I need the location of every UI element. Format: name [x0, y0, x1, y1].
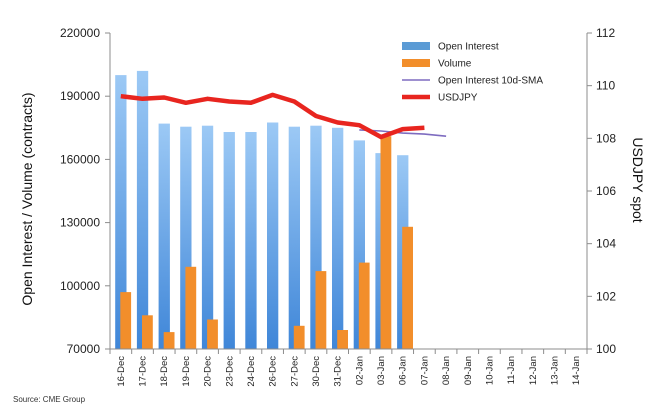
y-tick-label: 100000 — [60, 279, 100, 293]
series-lines — [120, 92, 447, 140]
y2-tick-label: 104 — [596, 237, 616, 251]
y2-tick-label: 110 — [596, 79, 615, 93]
open-interest-bar — [180, 126, 192, 349]
x-tick-label: 17-Dec — [138, 356, 149, 387]
open-interest-bar — [310, 125, 322, 349]
open-interest-bar — [201, 125, 214, 349]
volume-bar — [293, 325, 305, 349]
open-interest-bar — [353, 140, 365, 349]
legend-label: Volume — [438, 59, 472, 70]
x-tick-label: 14-Jan — [571, 356, 582, 385]
legend: Open Interest Volume Open Interest 10d-SMA… — [402, 42, 543, 104]
open-interest-bar — [267, 122, 279, 349]
x-tick-label: 13-Jan — [550, 356, 561, 385]
legend-label: Open Interest — [438, 42, 499, 53]
x-tick-label: 27-Dec — [289, 356, 300, 387]
open-interest-bar — [223, 132, 235, 349]
volume-bar — [402, 226, 413, 349]
x-tick-label: 06-Jan — [398, 356, 409, 385]
x-tick-label: 24-Dec — [246, 356, 257, 387]
y-tick-label: 130000 — [60, 216, 100, 230]
open-interest-bar — [332, 127, 344, 349]
legend-label: Open Interest 10d-SMA — [438, 76, 543, 87]
volume-bar — [185, 266, 197, 349]
legend-swatch — [402, 42, 430, 50]
y-tick-label: 190000 — [60, 89, 100, 103]
axes — [105, 32, 592, 354]
x-tick-label: 03-Jan — [376, 356, 387, 385]
x-tick-label: 20-Dec — [203, 356, 214, 387]
x-tick-label: 31-Dec — [333, 356, 344, 387]
usdjpy-line — [120, 92, 425, 140]
y2-tick-label: 106 — [596, 184, 616, 198]
x-tick-label: 11-Jan — [506, 356, 517, 384]
tick-labels: 70000 100000 130000 160000 190000 220000 100 10… — [60, 26, 616, 387]
x-tick-label: 09-Jan — [463, 356, 474, 385]
y2-tick-label: 108 — [596, 131, 616, 145]
volume-bar — [207, 319, 218, 349]
x-tick-label: 16-Dec — [116, 356, 127, 387]
open-interest-bar — [115, 75, 127, 349]
y-tick-label: 70000 — [67, 342, 101, 356]
y-tick-label: 220000 — [60, 26, 100, 40]
x-tick-label: 10-Jan — [484, 356, 495, 385]
y2-tick-label: 112 — [596, 26, 615, 40]
volume-bar — [380, 136, 392, 349]
x-tick-label: 23-Dec — [224, 356, 235, 387]
open-interest-bar — [288, 126, 300, 349]
x-tick-label: 02-Jan — [354, 356, 365, 385]
x-tick-label: 26-Dec — [268, 356, 279, 387]
volume-bar — [358, 262, 370, 349]
open-interest-bar — [245, 132, 257, 349]
volume-bars — [120, 136, 413, 349]
volume-bar — [337, 330, 348, 349]
volume-bar — [315, 271, 327, 349]
y2-tick-label: 102 — [596, 289, 616, 303]
y2-axis-title: USDJPY spot — [630, 137, 646, 222]
x-tick-label: 19-Dec — [181, 356, 192, 387]
source-note: Source: CME Group — [13, 395, 86, 404]
x-tick-label: 12-Jan — [528, 356, 539, 385]
open-interest-bar — [158, 123, 170, 349]
y-tick-label: 160000 — [60, 152, 100, 166]
volume-bar — [120, 292, 132, 349]
x-tick-label: 08-Jan — [441, 356, 452, 385]
x-tick-label: 07-Jan — [419, 356, 430, 385]
volume-bar — [142, 315, 153, 349]
x-tick-label: 18-Dec — [159, 356, 170, 387]
legend-label: USDJPY — [438, 93, 478, 104]
legend-swatch — [402, 59, 430, 67]
x-tick-label: 30-Dec — [311, 356, 322, 387]
open-interest-bar — [136, 70, 149, 350]
y-axis-title: Open Interest / Volume (contracts) — [19, 92, 35, 305]
volume-bar — [163, 332, 175, 349]
y2-tick-label: 100 — [596, 342, 616, 356]
